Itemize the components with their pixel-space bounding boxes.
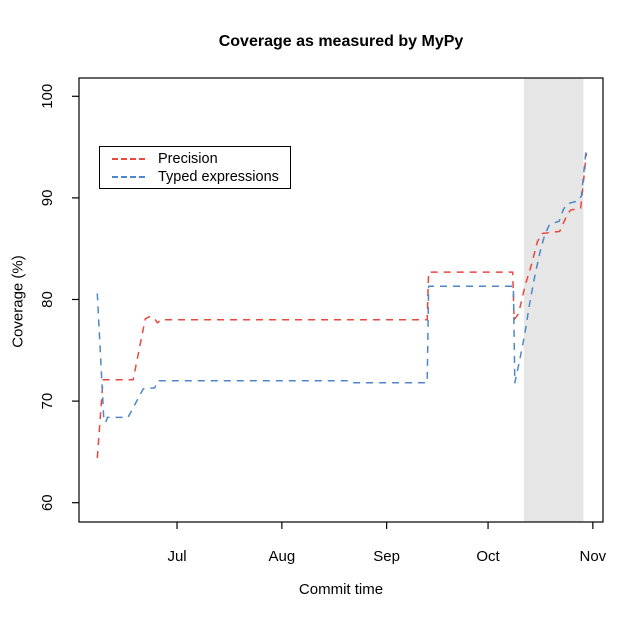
legend-entry-precision: Precision <box>100 150 290 167</box>
x-tick-label: Jul <box>167 548 186 565</box>
x-tick-label: Nov <box>580 548 607 565</box>
highlight-region <box>523 78 584 522</box>
y-tick-label: 70 <box>39 393 56 410</box>
x-axis-title: Commit time <box>298 581 384 598</box>
typed-expressions-line-swatch <box>112 175 145 178</box>
legend-entry-typed-expressions: Typed expressions <box>100 168 290 185</box>
legend-label-precision: Precision <box>158 150 218 167</box>
legend: Precision Typed expressions <box>99 146 291 189</box>
legend-label-typed-expressions: Typed expressions <box>158 168 279 185</box>
chart-title: Coverage as measured by MyPy <box>218 33 464 50</box>
precision-line-swatch <box>112 157 145 160</box>
x-tick-label: Sep <box>373 548 400 565</box>
x-tick-label: Aug <box>268 548 295 565</box>
y-tick-label: 90 <box>39 190 56 207</box>
y-axis-title: Coverage (%) <box>9 255 27 348</box>
y-tick-label: 60 <box>39 494 56 511</box>
typed-expressions-line <box>96 147 588 424</box>
y-tick-label: 100 <box>39 84 56 109</box>
x-tick-label: Oct <box>476 548 500 565</box>
y-tick-label: 80 <box>39 291 56 308</box>
